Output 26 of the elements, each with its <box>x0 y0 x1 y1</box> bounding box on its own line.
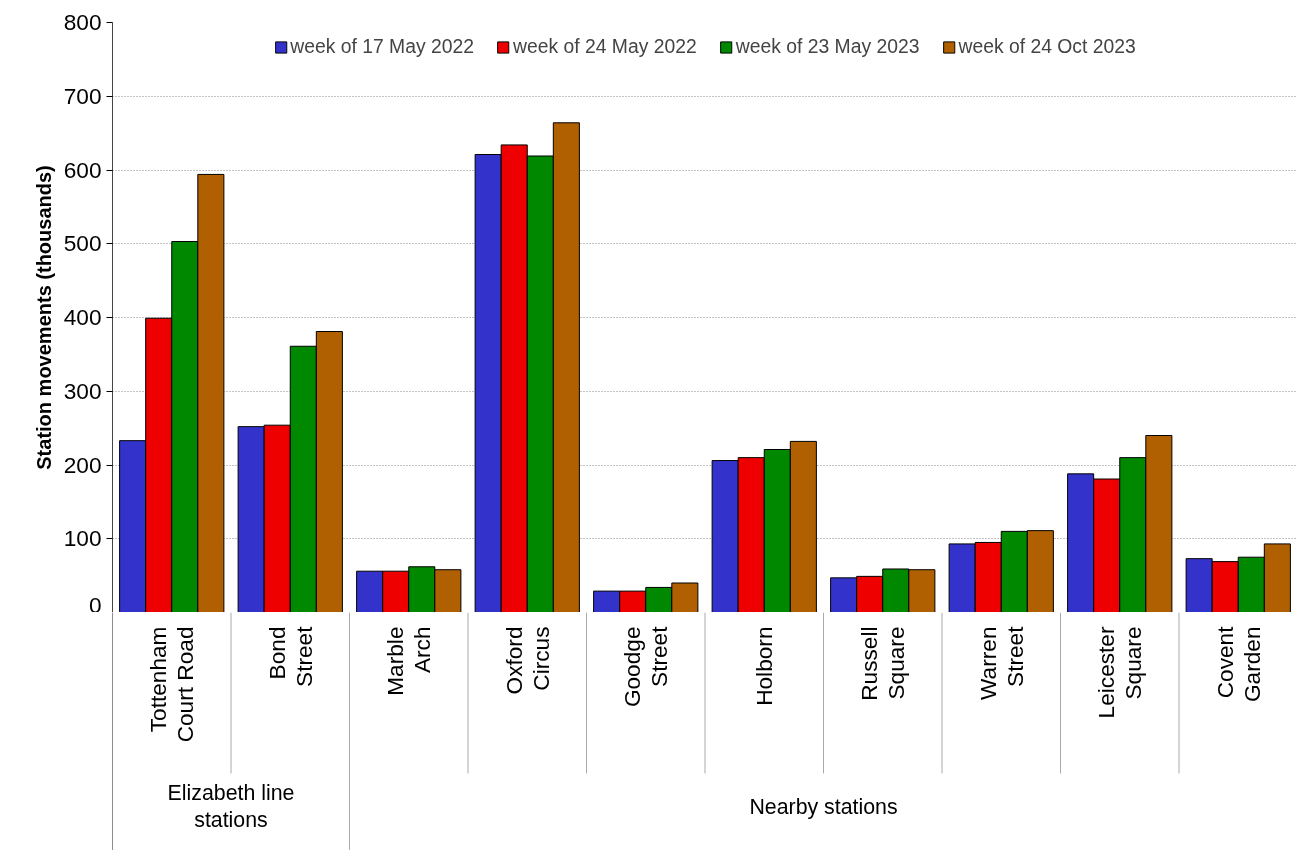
y-tick-label: 300 <box>63 377 102 404</box>
x-tick-label: Leicester Square <box>1093 626 1147 719</box>
y-tick-label: 400 <box>63 304 102 330</box>
legend-label: week of 24 Oct 2023 <box>958 36 1136 58</box>
x-tick-label: Tottenham Court Road <box>145 626 199 743</box>
y-tick-label: 100 <box>63 525 102 552</box>
y-tick-label: 0 <box>88 591 102 618</box>
x-tick-label: Bond Street <box>263 625 317 687</box>
y-tick-label: 500 <box>63 230 102 257</box>
text: Nearby stations <box>749 794 898 819</box>
x-tick-label: Goodge Street <box>619 625 673 708</box>
y-tick-label: 700 <box>63 82 102 109</box>
legend-label: week of 24 May 2022 <box>512 36 697 58</box>
legend-label: week of 17 May 2022 <box>290 36 474 58</box>
y-axis-title: Station movements (thousands) <box>32 165 55 470</box>
text: Elizabeth line stations <box>167 781 295 832</box>
y-tick-label: 800 <box>63 9 102 35</box>
x-tick-label: Oxford Circus <box>500 626 554 695</box>
x-tick-label: Covent Garden <box>1211 625 1265 703</box>
x-tick-label: Warren Street <box>974 625 1028 700</box>
legend-label: week of 23 May 2023 <box>735 36 920 58</box>
x-tick-label: Marble Arch <box>382 626 436 696</box>
x-tick-label: Russell Square <box>856 626 910 701</box>
y-tick-label: 200 <box>63 451 102 478</box>
x-tick-label: Holborn <box>751 626 778 706</box>
y-tick-label: 600 <box>63 156 102 183</box>
